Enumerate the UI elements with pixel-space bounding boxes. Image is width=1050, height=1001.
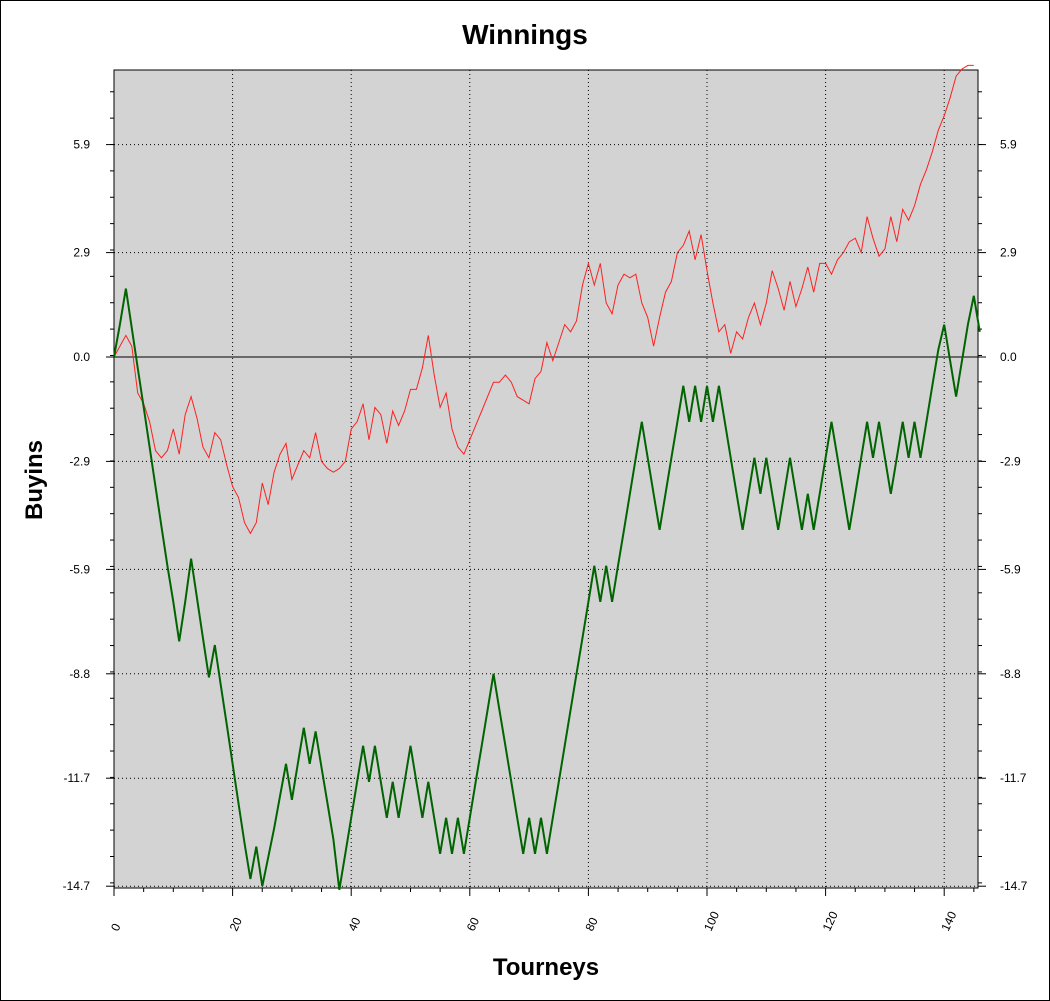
x-tick-label: 60 [464, 915, 482, 933]
y-tick-label-right: -5.9 [1000, 562, 1021, 576]
y-tick-label-left: -2.9 [69, 454, 90, 468]
y-tick-label-right: -2.9 [1000, 454, 1021, 468]
y-tick-label-right: 2.9 [1000, 246, 1017, 260]
y-tick-label-right: 0.0 [1000, 350, 1017, 364]
x-tick-label: 100 [701, 909, 722, 933]
x-tick-label: 40 [345, 915, 363, 933]
axis-ticks: 0 20 40 60 80 100 120 140 5.9 5.9 2.9 2.9 0.0 0.0 -2.9… [63, 91, 1028, 933]
x-tick-label: 20 [227, 915, 245, 933]
y-tick-label-right: -14.7 [1000, 879, 1028, 893]
grid-lines [114, 70, 978, 888]
x-tick-label: 140 [938, 909, 959, 933]
x-tick-label: 80 [582, 915, 600, 933]
y-tick-label-left: -11.7 [64, 771, 91, 785]
series-line-1 [113, 64, 974, 535]
y-tick-label-right: -11.7 [1000, 771, 1027, 785]
series-lines [113, 64, 981, 890]
y-tick-label-left: -8.8 [69, 667, 90, 681]
y-tick-label-left: -14.7 [63, 879, 91, 893]
y-tick-label-left: -5.9 [69, 562, 90, 576]
x-axis-title: Tourneys [493, 954, 599, 981]
x-tick-label: 0 [108, 921, 124, 933]
chart-title: Winnings [462, 19, 588, 50]
y-tick-label-left: 0.0 [73, 350, 90, 364]
series-line-2 [113, 288, 981, 890]
y-axis-title: Buyins [21, 440, 48, 520]
y-tick-label-right: -8.8 [1000, 667, 1021, 681]
plot-area [113, 69, 979, 889]
x-tick-label: 120 [820, 909, 841, 933]
y-tick-label-left: 5.9 [73, 138, 90, 152]
y-tick-label-right: 5.9 [1000, 138, 1017, 152]
y-tick-label-left: 2.9 [73, 246, 90, 260]
